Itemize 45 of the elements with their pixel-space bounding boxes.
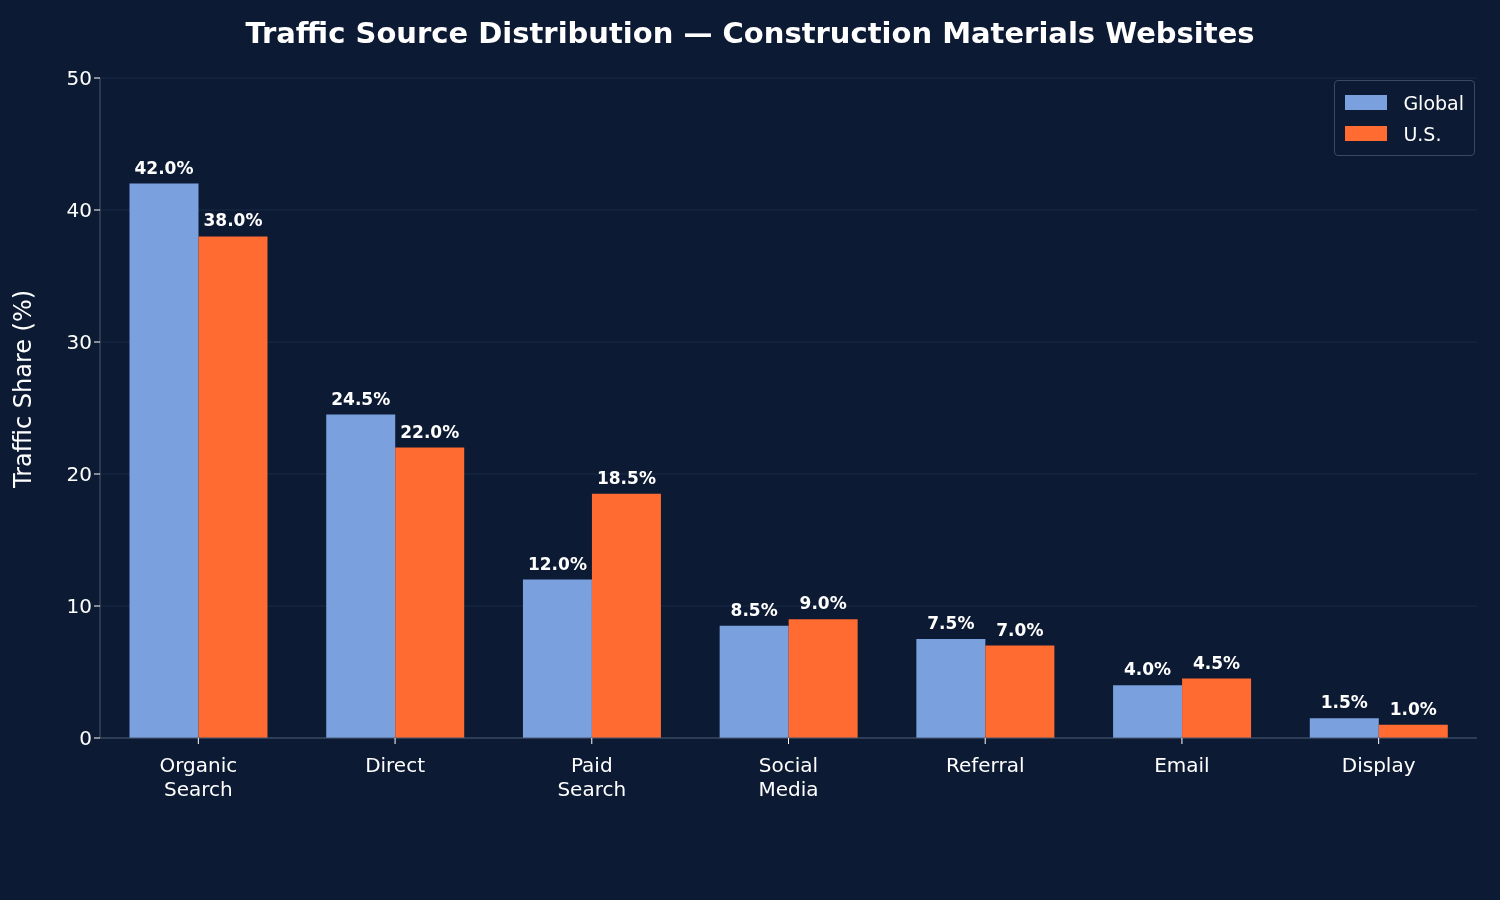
data-label: 7.0% [996, 619, 1044, 640]
data-label: 1.0% [1389, 698, 1437, 719]
x-tick-label: Direct [365, 753, 426, 777]
x-tick-label: Paid Search [557, 753, 627, 801]
data-label: 8.5% [730, 599, 778, 620]
bar [326, 414, 396, 738]
x-tick-label: Display [1341, 753, 1416, 777]
bar [719, 625, 789, 738]
data-label: 18.5% [596, 467, 656, 488]
data-label: 38.0% [203, 210, 263, 231]
y-axis-title: Traffic Share (%) [8, 289, 37, 489]
data-label: 42.0% [134, 157, 194, 178]
y-tick-label: 10 [66, 594, 92, 619]
y-tick-label: 30 [66, 330, 92, 355]
bar [591, 493, 661, 738]
bar [916, 639, 986, 738]
x-tick-label: Email [1154, 753, 1210, 777]
bar [1309, 718, 1379, 738]
data-label: 24.5% [331, 388, 391, 409]
data-label: 9.0% [799, 593, 847, 614]
data-label: 4.0% [1124, 659, 1172, 680]
bar [395, 447, 465, 738]
x-tick-label: Social Media [758, 753, 819, 801]
data-label: 22.0% [400, 421, 460, 442]
y-tick-label: 40 [66, 198, 92, 223]
bar [1182, 678, 1252, 738]
bar [129, 183, 199, 738]
data-label: 12.0% [527, 553, 587, 574]
data-label: 4.5% [1193, 652, 1241, 673]
x-tick-label: Referral [945, 753, 1025, 777]
y-tick-label: 20 [66, 462, 92, 487]
x-tick-label: Organic Search [159, 753, 238, 801]
bar [522, 579, 592, 738]
y-tick-label: 50 [66, 66, 92, 91]
bar [198, 236, 268, 738]
bar [1113, 685, 1183, 738]
chart-title: Traffic Source Distribution — Construction Materials Websites [244, 16, 1256, 50]
y-tick-label: 0 [79, 726, 92, 751]
legend-label: Global [1403, 91, 1464, 114]
data-label: 1.5% [1320, 692, 1368, 713]
bar [985, 645, 1055, 738]
bar [1378, 724, 1448, 738]
legend-label: U.S. [1403, 122, 1442, 145]
data-label: 7.5% [927, 613, 975, 633]
bar [788, 619, 858, 738]
